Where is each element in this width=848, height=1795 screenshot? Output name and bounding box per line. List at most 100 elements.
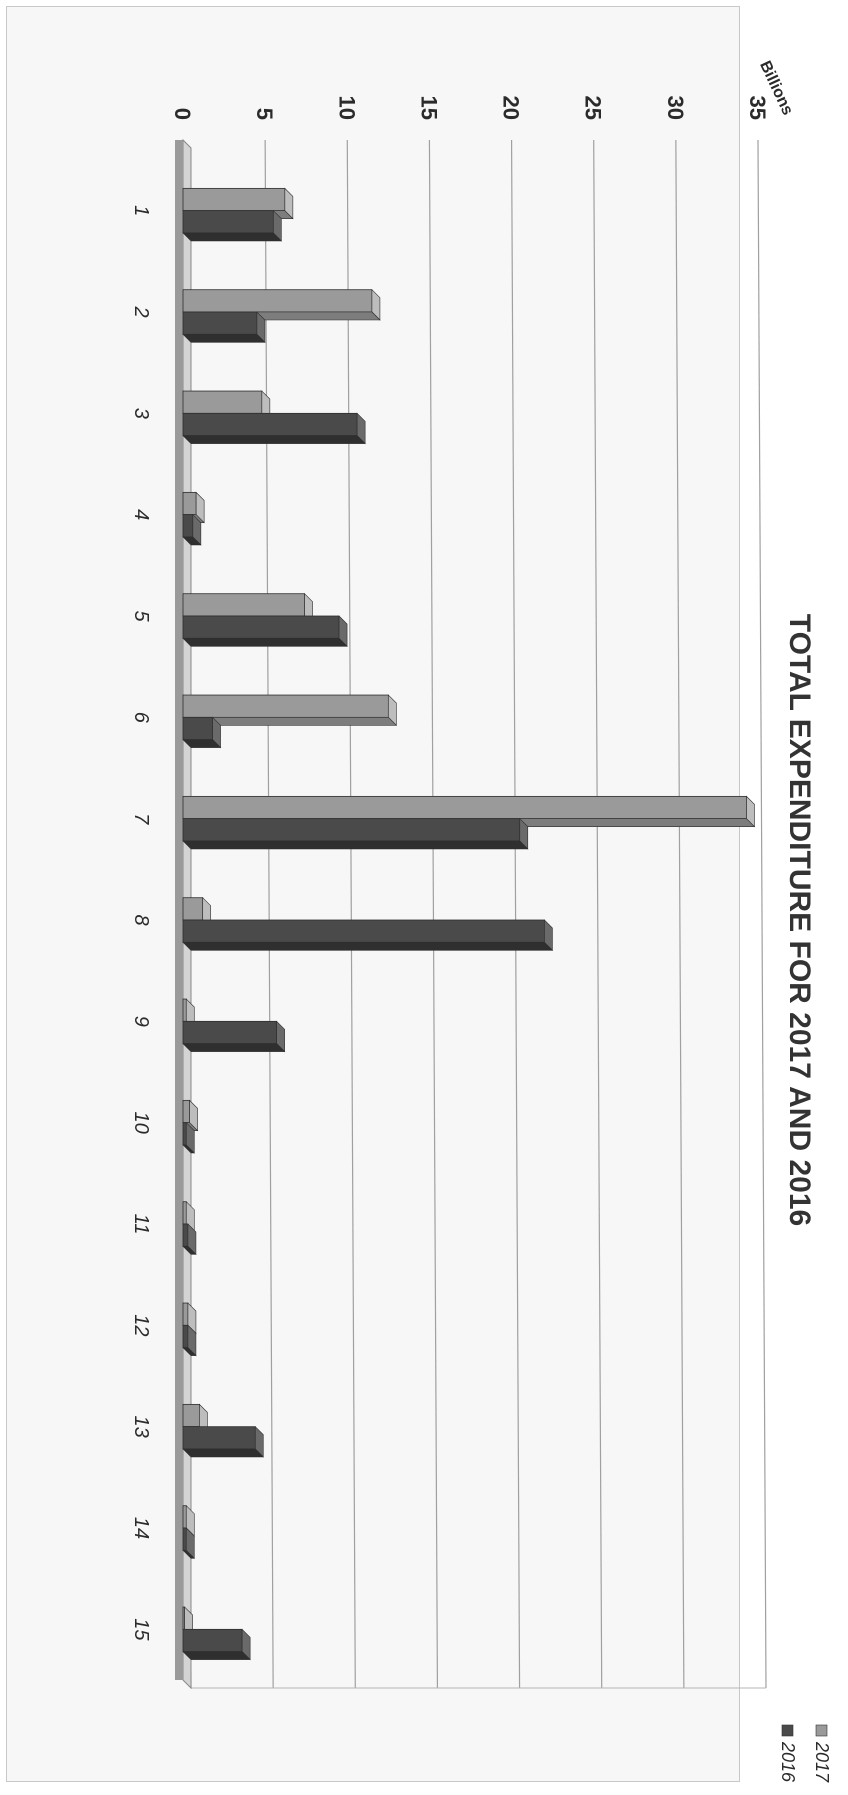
legend-label: 2017: [812, 1741, 832, 1783]
bar-front: [182, 897, 204, 921]
bar-front: [182, 1527, 187, 1551]
bar-front: [182, 412, 358, 437]
bar-front: [182, 289, 373, 313]
bars: [182, 187, 756, 1661]
bar-side: [182, 637, 348, 647]
gridline: [428, 139, 439, 1689]
bar-front: [182, 1099, 190, 1124]
bar-2016-15: [182, 1628, 251, 1661]
bar-2016-13: [182, 1425, 265, 1458]
x-tick-label: 4: [130, 509, 152, 520]
bar-2016-6: [182, 716, 222, 749]
legend: 2017 2016: [778, 1724, 832, 1783]
x-tick-label: 11: [130, 1214, 152, 1235]
x-tick-label: 9: [130, 1016, 152, 1027]
bar-side: [182, 840, 529, 850]
x-tick-label: 10: [130, 1112, 152, 1134]
y-tick-label: 25: [581, 96, 606, 120]
bar-front: [182, 998, 187, 1022]
bar-side: [182, 1043, 286, 1052]
bar-side: [182, 1549, 196, 1559]
gridline: [346, 139, 356, 1689]
bar-2016-1: [182, 209, 283, 242]
bar-side: [182, 1448, 265, 1458]
bar-front: [182, 716, 213, 741]
x-tick-label: 13: [130, 1416, 152, 1438]
gridline: [510, 139, 521, 1689]
legend-label: 2016: [778, 1741, 798, 1783]
bar-front: [182, 1223, 189, 1247]
bar-front: [182, 795, 747, 820]
x-tick-label: 8: [130, 914, 152, 925]
x-tick-label: 3: [130, 408, 152, 419]
bar-2017-6: [182, 694, 398, 727]
gridline: [593, 139, 603, 1689]
bar-2016-3: [182, 412, 366, 445]
bar-side: [182, 941, 554, 951]
bar-side: [182, 333, 266, 343]
x-tick-label: 7: [130, 813, 152, 825]
bar-front: [182, 1122, 187, 1146]
bar-2016-11: [182, 1223, 197, 1256]
bar-front: [182, 1426, 256, 1450]
bar-front: [182, 615, 340, 639]
x-tick-label: 5: [130, 610, 152, 622]
y-tick-label: 10: [334, 96, 359, 120]
bar-side: [182, 435, 366, 444]
bar-front: [182, 1628, 243, 1653]
bar-2016-2: [182, 311, 266, 344]
bar-2016-5: [182, 615, 348, 648]
y-tick-label: 0: [170, 108, 195, 120]
gridline: [757, 139, 767, 1689]
bar-front: [182, 818, 521, 842]
y-tick-label: 15: [416, 96, 441, 120]
gridline: [264, 139, 274, 1689]
bar-side: [182, 536, 202, 546]
y-tick-label: 35: [745, 96, 770, 120]
bar-2016-8: [182, 919, 554, 952]
y-tick-label: 20: [499, 96, 524, 120]
bar-side: [182, 1144, 196, 1154]
x-tick-label: 1: [130, 205, 152, 216]
legend-swatch: [781, 1724, 794, 1737]
bar-2016-4: [182, 513, 202, 546]
bar-side: [182, 1347, 197, 1356]
bar-front: [182, 1302, 189, 1326]
legend-swatch: [815, 1724, 828, 1737]
bar-front: [182, 593, 305, 617]
gridlines: [182, 139, 767, 1689]
bar-front: [182, 187, 286, 212]
bar-front: [182, 1020, 278, 1045]
y-tick-label: 5: [252, 108, 277, 120]
bar-front: [182, 1505, 187, 1529]
x-tick-label: 12: [130, 1314, 152, 1336]
bar-side: [182, 232, 283, 242]
bar-front: [182, 514, 194, 538]
bar-side: [182, 1245, 197, 1255]
bar-front: [182, 694, 389, 718]
bar-side: [182, 739, 222, 748]
bar-front: [182, 1403, 200, 1428]
x-tick-label: 14: [130, 1517, 152, 1539]
bar-front: [182, 491, 197, 516]
bar-2016-12: [182, 1324, 197, 1357]
x-tick-label: 15: [130, 1618, 152, 1641]
chart-title: TOTAL EXPENDITURE FOR 2017 AND 2016: [783, 614, 816, 1226]
x-tick-label: 2: [130, 305, 152, 317]
bar-2016-14: [182, 1527, 196, 1560]
bar-front: [182, 919, 545, 943]
bar-front: [182, 210, 274, 234]
bar-front: [182, 390, 263, 414]
bar-2017-14: [182, 1504, 196, 1537]
bar-side: [182, 1651, 251, 1660]
bar-front: [182, 311, 258, 335]
x-tick-label: 6: [130, 712, 152, 724]
floor-front: [175, 140, 183, 1680]
bar-2016-7: [182, 817, 529, 850]
bar-front: [182, 1324, 189, 1349]
gridline: [675, 139, 685, 1689]
